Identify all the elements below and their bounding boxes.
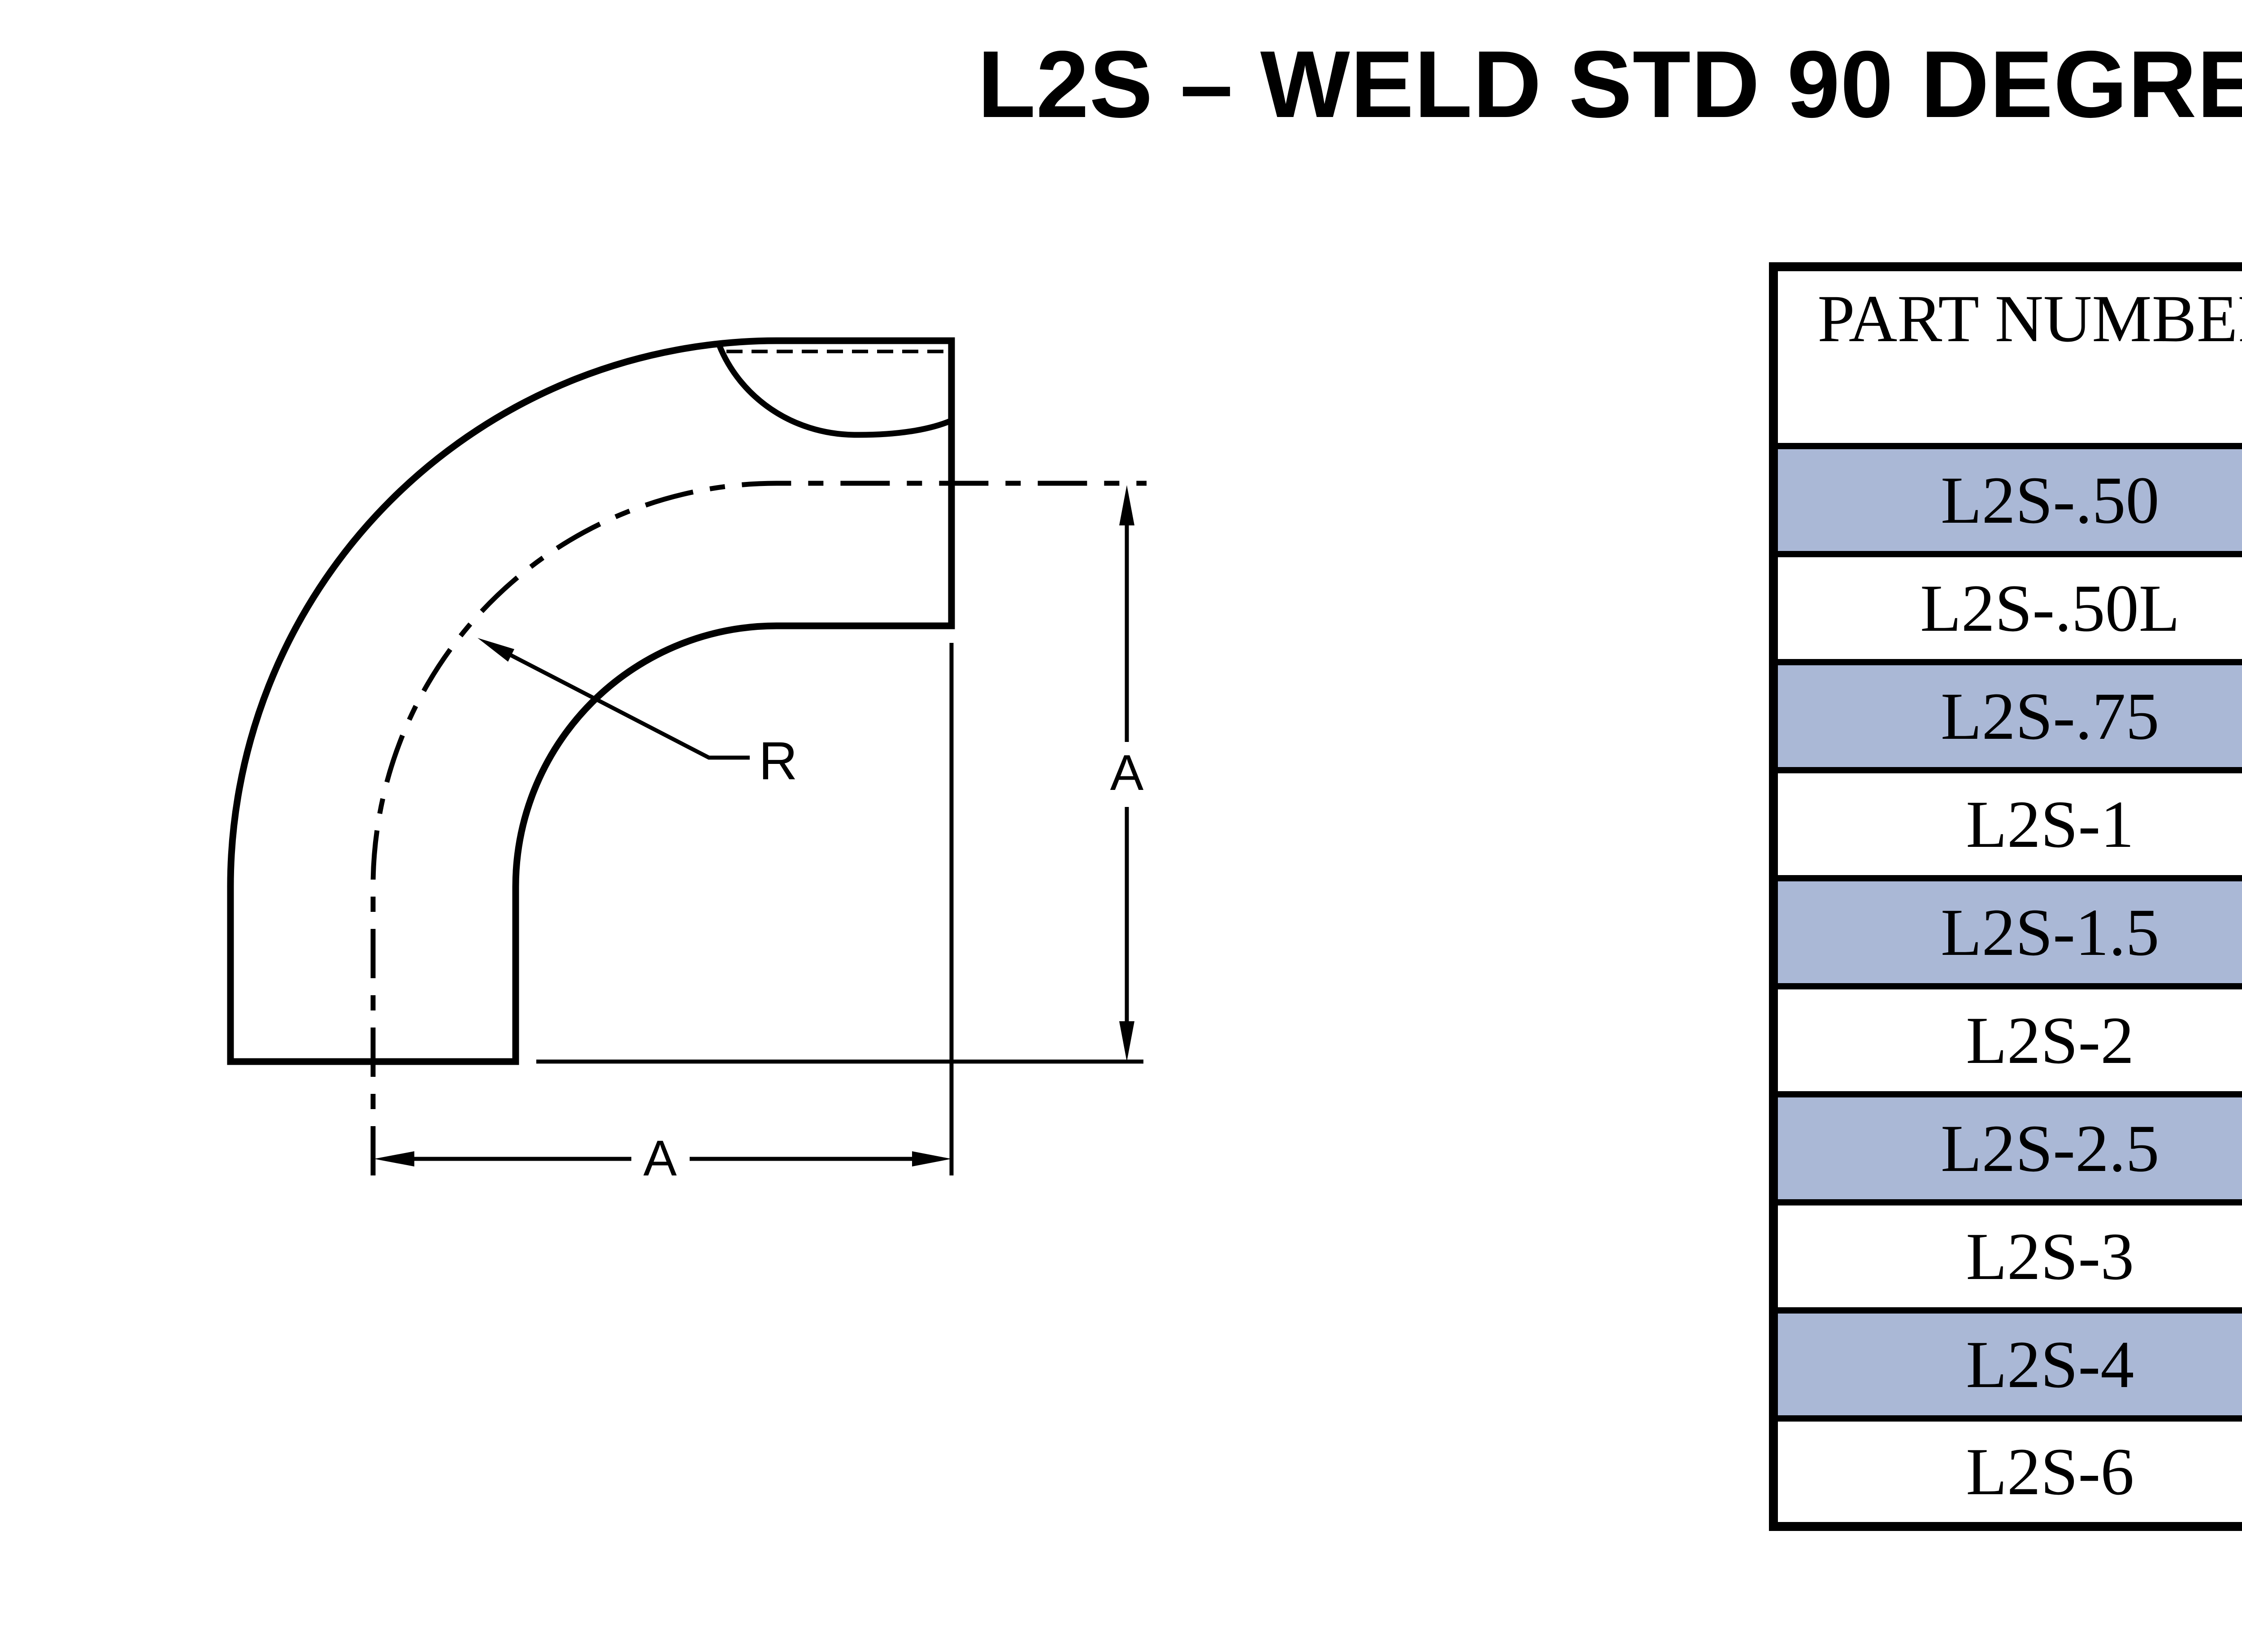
cell-part: L2S-4 <box>1770 1307 2242 1422</box>
table-row: L2S-.75 3/4 3.000 1.125 <box>1770 659 2242 773</box>
pipe-outline <box>227 337 955 1065</box>
cell-part: L2S-2.5 <box>1770 1091 2242 1205</box>
extension-lines <box>536 643 1143 1175</box>
arrowheads <box>374 485 1134 1166</box>
dim-label-a-horizontal: A <box>643 1130 677 1186</box>
dimension-lines <box>413 525 1129 1161</box>
cell-part: L2S-.50L <box>1770 551 2242 665</box>
break-line-curve <box>716 344 953 438</box>
pipe-inner-contour <box>512 622 955 1065</box>
table-row: L2S-6 6 11.000 9.000 <box>1770 1415 2242 1530</box>
cell-part: L2S-1 <box>1770 767 2242 881</box>
cell-part: L2S-3 <box>1770 1199 2242 1314</box>
cell-part: L2S-6 <box>1770 1415 2242 1530</box>
arrow-right-icon <box>912 1151 952 1166</box>
dim-label-a-vertical: A <box>1110 745 1144 801</box>
page-title: L2S – WELD STD 90 DEGREE ELBOW <box>978 31 2242 137</box>
table-row: L2S-2 2 4.062 3.000 <box>1770 983 2242 1097</box>
arrow-down-icon <box>1119 1021 1134 1062</box>
cell-part: L2S-.75 <box>1770 659 2242 773</box>
col-header-part-number: PART NUMBER <box>1770 264 2242 449</box>
table-row: L2S-.50L 1/2 3.000 1.125 <box>1770 551 2242 665</box>
radius-leader-line <box>488 642 750 760</box>
dimension-table: PART NUMBER SIZE (inches) A (inches) R (… <box>1769 262 2242 1531</box>
arrow-up-icon <box>1119 485 1134 525</box>
dim-label-radius: R <box>759 731 798 791</box>
table-row: L2S-.50 1/2 3.000 .750 <box>1770 443 2242 557</box>
pipe-centerline <box>370 481 1147 1175</box>
table-row: L2S-1.5 1-1/2 2.937 2.250 <box>1770 875 2242 989</box>
cell-part: L2S-.50 <box>1770 443 2242 557</box>
table-header: PART NUMBER SIZE (inches) A (inches) R (… <box>1770 264 2242 449</box>
pipe-outer-contour <box>227 337 955 1065</box>
arrow-left-icon <box>374 1151 414 1166</box>
table-row: L2S-2.5 2-1/2 5.187 3.750 <box>1770 1091 2242 1205</box>
table-row: L2S-3 3 6.312 4.500 <box>1770 1199 2242 1314</box>
table-row: L2S-1 1 2.062 1.500 <box>1770 767 2242 881</box>
table-body: L2S-.50 1/2 3.000 .750 L2S-.50L 1/2 3.00… <box>1770 443 2242 1530</box>
cell-part: L2S-2 <box>1770 983 2242 1097</box>
cell-part: L2S-1.5 <box>1770 875 2242 989</box>
header-row: PART NUMBER SIZE (inches) A (inches) R (… <box>1770 264 2242 449</box>
arrow-radius-icon <box>478 638 514 662</box>
elbow-diagram: A A R <box>227 337 1147 1186</box>
table-row: L2S-4 4 8.312 6.000 <box>1770 1307 2242 1422</box>
col-header-line1: PART NUMBER <box>1817 282 2242 356</box>
